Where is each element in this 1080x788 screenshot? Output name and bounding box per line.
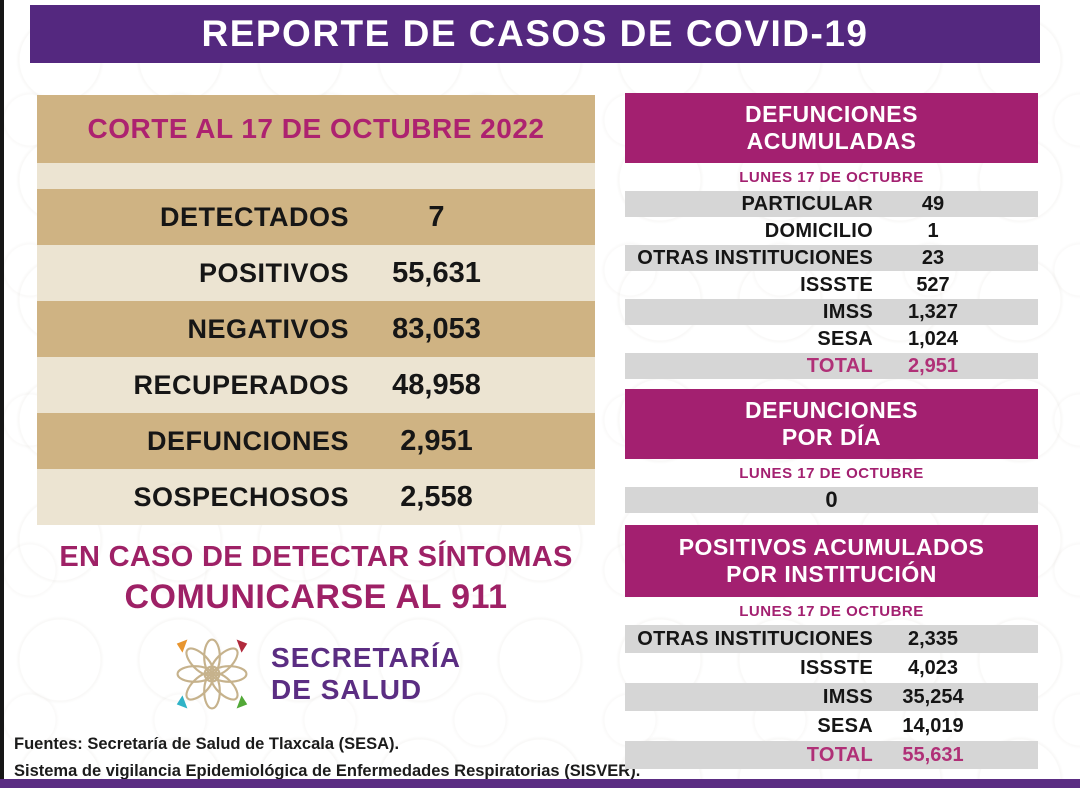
row-label: DOMICILIO	[764, 219, 873, 242]
section-positivos-por-institucion: POSITIVOS ACUMULADOS POR INSTITUCIÓN LUN…	[625, 525, 1038, 769]
section-table: PARTICULAR 49 DOMICILIO 1 OTRAS INSTITUC…	[625, 191, 1038, 379]
row-label: ISSSTE	[800, 273, 873, 296]
table-row: OTRAS INSTITUCIONES 23	[625, 245, 1038, 271]
symptoms-notice: EN CASO DE DETECTAR SÍNTOMAS COMUNICARSE…	[37, 541, 595, 617]
row-value: 49	[921, 192, 945, 215]
section-header: POSITIVOS ACUMULADOS POR INSTITUCIÓN	[625, 525, 1038, 597]
stat-value: 83,053	[392, 312, 481, 345]
section-title-line2: POR INSTITUCIÓN	[726, 561, 937, 587]
row-label: IMSS	[822, 685, 873, 708]
table-row: SOSPECHOSOS 2,558	[37, 469, 595, 525]
table-row-total: TOTAL 55,631	[625, 741, 1038, 769]
table-row: ISSSTE 527	[625, 272, 1038, 298]
secretaria-salud-flower-icon	[171, 633, 253, 715]
table-row: OTRAS INSTITUCIONES 2,335	[625, 625, 1038, 653]
cutoff-date-label: CORTE AL 17 DE OCTUBRE 2022	[87, 113, 545, 144]
stat-label: POSITIVOS	[198, 257, 349, 288]
summary-panel: CORTE AL 17 DE OCTUBRE 2022 DETECTADOS 7…	[37, 95, 595, 715]
table-row: SESA 1,024	[625, 326, 1038, 352]
stat-value: 2,951	[400, 424, 473, 457]
stat-label: RECUPERADOS	[133, 369, 349, 400]
row-label: TOTAL	[806, 354, 873, 377]
notice-line2: COMUNICARSE AL 911	[124, 578, 508, 616]
table-row: RECUPERADOS 48,958	[37, 357, 595, 413]
page-title: REPORTE DE CASOS DE COVID-19	[201, 13, 869, 54]
row-value: 0	[825, 487, 838, 512]
section-date: LUNES 17 DE OCTUBRE	[739, 603, 924, 620]
stat-value: 55,631	[392, 256, 481, 289]
stat-value: 7	[428, 200, 445, 233]
row-value: 1,024	[907, 327, 959, 350]
table-row: SESA 14,019	[625, 712, 1038, 740]
section-title-line2: POR DÍA	[781, 424, 882, 450]
cutoff-date-header: CORTE AL 17 DE OCTUBRE 2022	[37, 95, 595, 163]
row-value: 1	[927, 219, 939, 242]
table-row: IMSS 1,327	[625, 299, 1038, 325]
sources-note: Fuentes: Secretaría de Salud de Tlaxcala…	[14, 731, 640, 785]
row-value: 35,254	[902, 685, 964, 708]
section-title-line1: POSITIVOS ACUMULADOS	[678, 534, 985, 560]
page-title-banner: REPORTE DE CASOS DE COVID-19	[30, 5, 1040, 63]
row-label: TOTAL	[806, 743, 873, 766]
bottom-bar	[0, 779, 1080, 788]
stat-value: 2,558	[400, 480, 473, 513]
stat-label: DEFUNCIONES	[146, 425, 349, 456]
section-title-line2: ACUMULADAS	[746, 128, 917, 154]
table-row: DETECTADOS 7	[37, 189, 595, 245]
row-label: IMSS	[822, 300, 873, 323]
section-header: DEFUNCIONES ACUMULADAS	[625, 93, 1038, 163]
row-value: 2,335	[907, 627, 959, 650]
row-value: 1,327	[907, 300, 959, 323]
row-value: 2,951	[907, 354, 959, 377]
row-label: ISSSTE	[800, 656, 873, 679]
section-header: DEFUNCIONES POR DÍA	[625, 389, 1038, 459]
stat-label: DETECTADOS	[159, 201, 349, 232]
table-row: 0	[625, 487, 1038, 513]
section-table: 0	[625, 487, 1038, 513]
row-value: 14,019	[902, 714, 964, 737]
stat-label: SOSPECHOSOS	[133, 481, 349, 512]
table-row: IMSS 35,254	[625, 683, 1038, 711]
table-row: NEGATIVOS 83,053	[37, 301, 595, 357]
summary-stats-table: DETECTADOS 7 POSITIVOS 55,631 NEGATIVOS …	[37, 163, 595, 525]
row-value: 4,023	[907, 656, 959, 679]
section-title-line1: DEFUNCIONES	[745, 397, 918, 423]
table-row: ISSSTE 4,023	[625, 654, 1038, 682]
stat-label: NEGATIVOS	[187, 313, 349, 344]
row-value: 55,631	[902, 743, 964, 766]
stat-value: 48,958	[392, 368, 481, 401]
notice-line1: EN CASO DE DETECTAR SÍNTOMAS	[59, 541, 573, 573]
row-label: SESA	[817, 714, 873, 737]
secretaria-salud-wordmark: SECRETARÍA DE SALUD	[271, 642, 461, 706]
section-date: LUNES 17 DE OCTUBRE	[739, 169, 924, 186]
row-value: 23	[921, 246, 945, 269]
table-row-total: TOTAL 2,951	[625, 353, 1038, 379]
logo-line2: DE SALUD	[271, 674, 423, 705]
table-row: DOMICILIO 1	[625, 218, 1038, 244]
section-title-line1: DEFUNCIONES	[745, 101, 918, 127]
table-row: PARTICULAR 49	[625, 191, 1038, 217]
left-edge-strip	[0, 0, 4, 788]
table-row: POSITIVOS 55,631	[37, 245, 595, 301]
sources-line2: Sistema de vigilancia Epidemiológica de …	[14, 762, 641, 780]
row-value: 527	[916, 273, 950, 296]
logo-line1: SECRETARÍA	[271, 642, 461, 673]
section-defunciones-acumuladas: DEFUNCIONES ACUMULADAS LUNES 17 DE OCTUB…	[625, 93, 1038, 379]
row-label: SESA	[817, 327, 873, 350]
section-defunciones-por-dia: DEFUNCIONES POR DÍA LUNES 17 DE OCTUBRE …	[625, 389, 1038, 513]
section-table: OTRAS INSTITUCIONES 2,335 ISSSTE 4,023 I…	[625, 625, 1038, 769]
detail-panel: DEFUNCIONES ACUMULADAS LUNES 17 DE OCTUB…	[625, 93, 1038, 770]
table-row: DEFUNCIONES 2,951	[37, 413, 595, 469]
sources-line1: Fuentes: Secretaría de Salud de Tlaxcala…	[14, 735, 400, 753]
row-label: OTRAS INSTITUCIONES	[637, 246, 873, 269]
row-label: PARTICULAR	[741, 192, 873, 215]
section-date: LUNES 17 DE OCTUBRE	[739, 465, 924, 482]
row-label: OTRAS INSTITUCIONES	[637, 627, 873, 650]
logo-row: SECRETARÍA DE SALUD	[37, 633, 595, 715]
